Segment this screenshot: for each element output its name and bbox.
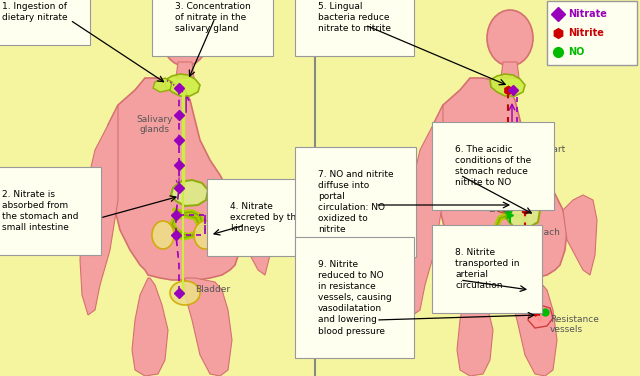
Ellipse shape <box>511 138 549 173</box>
Text: 7. NO and nitrite
diffuse into
portal
circulation: NO
oxidized to
nitrite: 7. NO and nitrite diffuse into portal ci… <box>318 170 394 235</box>
Polygon shape <box>176 62 194 78</box>
Text: 8. Nitrite
transported in
arterial
circulation: 8. Nitrite transported in arterial circu… <box>455 248 520 290</box>
Text: Kidney: Kidney <box>210 228 241 237</box>
Text: 6. The acidic
conditions of the
stomach reduce
nitrite to NO: 6. The acidic conditions of the stomach … <box>455 145 531 187</box>
Polygon shape <box>171 180 208 206</box>
Polygon shape <box>528 305 553 328</box>
Text: NO: NO <box>568 47 584 57</box>
Polygon shape <box>506 200 540 228</box>
Text: Nitrate: Nitrate <box>568 9 607 19</box>
Polygon shape <box>185 278 232 376</box>
Text: 3. Concentration
of nitrate in the
salivary gland: 3. Concentration of nitrate in the saliv… <box>175 2 251 33</box>
Text: 9. Nitrite
reduced to NO
in resistance
vessels, causing
vasodilatation
and lower: 9. Nitrite reduced to NO in resistance v… <box>318 260 392 336</box>
Text: 5. Lingual
bacteria reduce
nitrate to nitrite: 5. Lingual bacteria reduce nitrate to ni… <box>318 2 391 33</box>
Ellipse shape <box>487 10 533 66</box>
Ellipse shape <box>170 281 200 305</box>
Polygon shape <box>405 105 443 315</box>
Text: Stomach: Stomach <box>210 193 250 202</box>
Ellipse shape <box>194 221 216 249</box>
Polygon shape <box>510 278 557 376</box>
Polygon shape <box>430 78 567 280</box>
Polygon shape <box>457 278 493 376</box>
FancyBboxPatch shape <box>547 1 637 65</box>
Text: Heart: Heart <box>540 146 565 155</box>
Text: 4. Nitrate
excreted by the
kidneys: 4. Nitrate excreted by the kidneys <box>230 202 301 233</box>
Ellipse shape <box>152 221 174 249</box>
Text: Bladder: Bladder <box>195 285 230 294</box>
Text: 1. Ingestion of
dietary nitrate: 1. Ingestion of dietary nitrate <box>2 2 68 22</box>
Polygon shape <box>563 195 597 275</box>
Text: Salivary
glands: Salivary glands <box>137 115 173 134</box>
Polygon shape <box>501 62 519 78</box>
Polygon shape <box>132 278 168 376</box>
Polygon shape <box>105 78 242 280</box>
Polygon shape <box>153 78 172 92</box>
Polygon shape <box>165 74 200 96</box>
Ellipse shape <box>162 10 208 66</box>
Text: Resistance
vessels: Resistance vessels <box>550 315 599 334</box>
Text: Nitrite: Nitrite <box>568 28 604 38</box>
Text: Stomach: Stomach <box>520 228 560 237</box>
Text: 2. Nitrate is
absorbed from
the stomach and
small intestine: 2. Nitrate is absorbed from the stomach … <box>2 190 79 232</box>
Polygon shape <box>488 188 543 215</box>
Polygon shape <box>238 195 272 275</box>
Polygon shape <box>80 105 118 315</box>
Text: Liver: Liver <box>488 206 510 214</box>
Polygon shape <box>490 74 525 96</box>
